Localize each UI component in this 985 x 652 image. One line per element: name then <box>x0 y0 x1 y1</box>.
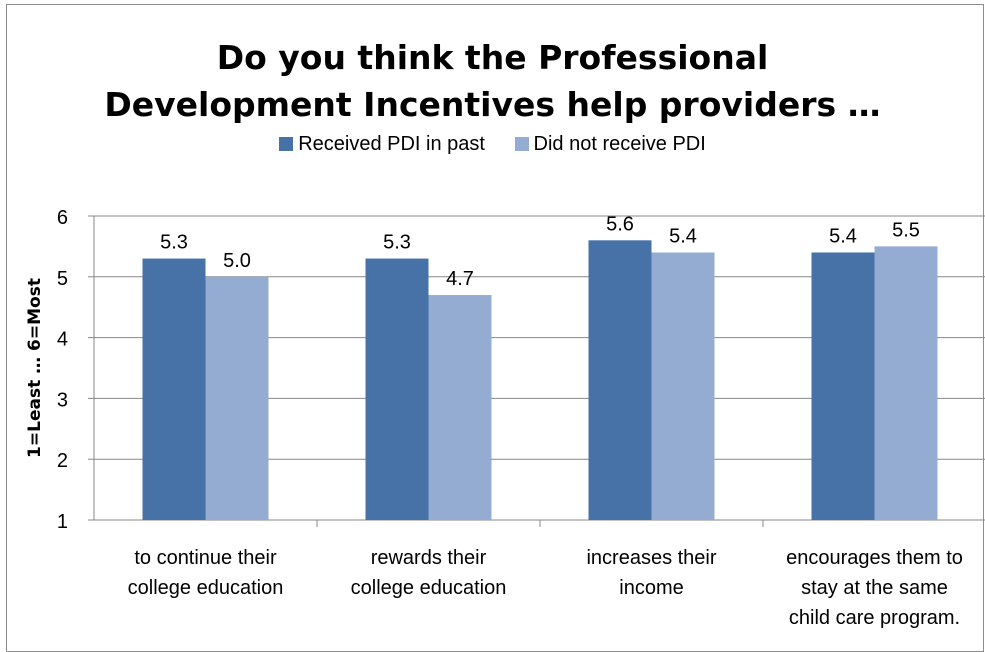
x-tick-label: encourages them to <box>786 547 963 569</box>
x-tick-label: stay at the same <box>801 577 948 599</box>
data-label: 5.3 <box>383 232 411 254</box>
data-label: 5.4 <box>829 225 857 247</box>
x-tick-label: income <box>619 577 683 599</box>
data-label: 5.5 <box>892 219 920 241</box>
bar-not-received <box>874 246 938 520</box>
chart-legend: Received PDI in past Did not receive PDI <box>0 133 985 156</box>
legend-item-not-received: Did not receive PDI <box>514 133 706 156</box>
data-label: 5.4 <box>669 225 697 247</box>
y-axis-label: 1=Least … 6=Most <box>25 278 45 458</box>
y-tick-label: 4 <box>57 329 68 351</box>
data-label: 5.3 <box>160 232 188 254</box>
y-tick-label: 1 <box>57 511 68 533</box>
bar-not-received <box>428 295 492 520</box>
y-tick-label: 5 <box>57 268 68 290</box>
legend-item-received: Received PDI in past <box>279 133 485 156</box>
data-label: 5.0 <box>223 250 251 272</box>
bar-not-received <box>651 252 715 521</box>
bar-received <box>588 240 652 520</box>
y-tick-label: 2 <box>57 450 68 472</box>
y-tick-label: 3 <box>57 389 68 411</box>
y-tick-label: 6 <box>57 207 68 229</box>
x-tick-label: college education <box>128 577 284 599</box>
bar-not-received <box>205 276 269 520</box>
data-label: 4.7 <box>446 268 474 290</box>
x-tick-label: rewards their <box>371 547 487 569</box>
bar-received <box>365 258 429 520</box>
chart-title: Do you think the Professional Developmen… <box>104 38 881 124</box>
bar-received <box>142 258 206 520</box>
bar-received <box>811 252 875 521</box>
legend-label-not-received: Did not receive PDI <box>533 133 706 155</box>
legend-label-received: Received PDI in past <box>298 133 485 155</box>
legend-swatch-not-received <box>514 137 529 151</box>
data-label: 5.6 <box>606 213 634 235</box>
x-tick-label: increases their <box>586 547 716 569</box>
legend-swatch-received <box>279 137 294 151</box>
x-tick-label: to continue their <box>134 547 277 569</box>
x-tick-label: college education <box>351 577 507 599</box>
x-tick-label: child care program. <box>789 607 960 629</box>
